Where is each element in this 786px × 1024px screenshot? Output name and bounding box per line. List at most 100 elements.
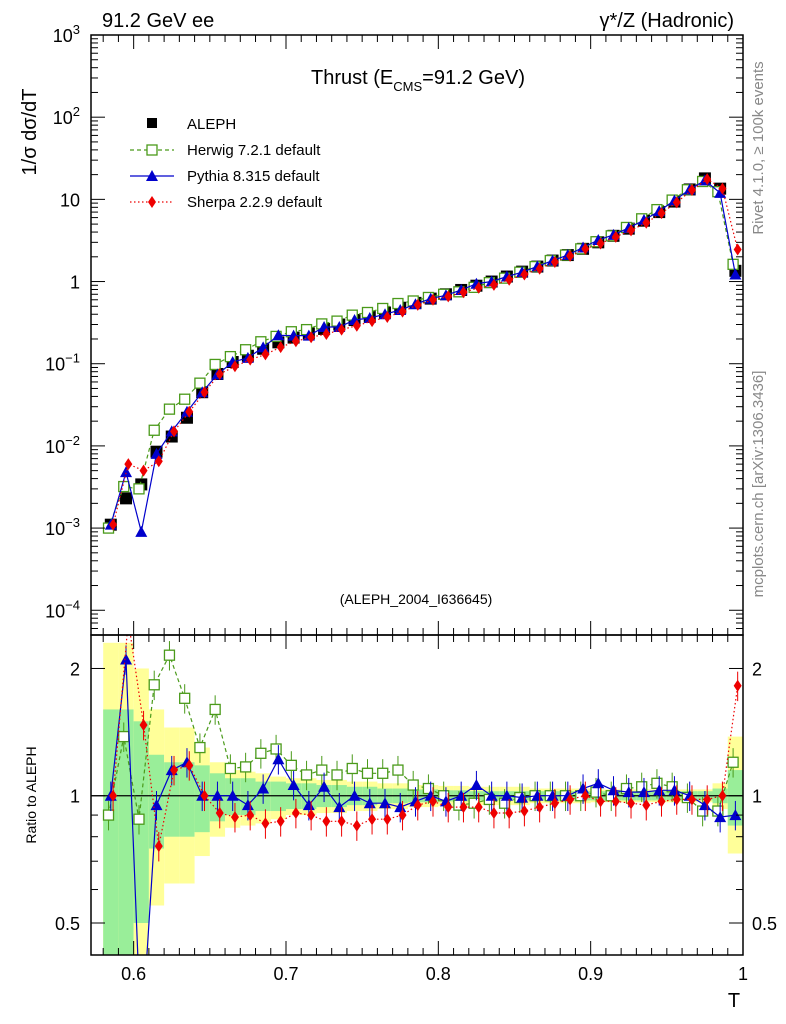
main-point-sherpa [307,331,316,344]
main-point-pythia [272,329,285,341]
ratio-point-pythia [607,784,620,796]
ratio-point-pythia [516,791,529,803]
ratio-point-pythia [287,779,300,791]
main-point-herwig [148,424,160,436]
ratio-point-pythia [226,789,239,801]
main-point-herwig [239,344,252,356]
main-point-sherpa [581,242,590,255]
ratio-point-sherpa [520,805,529,818]
main-point-sherpa [215,367,224,380]
legend-label-aleph: ALEPH [187,116,236,133]
ratio-point-pythia [455,789,468,801]
ratio-point-sherpa [489,807,498,820]
ratio-point-sherpa [703,793,712,806]
ratio-point-sherpa [535,801,544,814]
ratio-point-pythia [257,782,270,794]
series-layer [102,172,742,955]
ratio-point-herwig [361,767,374,779]
ratio-point-sherpa [596,795,605,808]
ratio-point-pythia [241,799,254,811]
ratio-point-sherpa [230,811,239,824]
main-point-sherpa [261,348,270,361]
main-line-herwig [107,180,734,529]
ratio-y-axis-label: Ratio to ALEPH [23,746,39,843]
ratio-point-sherpa [337,815,346,828]
main-line-pythia [110,179,736,532]
ratio-point-sherpa [352,819,361,832]
ratio-panel-frame [90,634,744,956]
ratio-point-herwig [102,809,115,821]
x-tick-label: 0.6 [121,964,146,984]
main-line-sherpa [112,178,739,525]
ratio-y-tick-label-right: 2 [752,659,762,679]
main-point-herwig [194,377,206,389]
legend-marker-pythia [146,170,158,181]
main-point-sherpa [139,464,148,477]
main-point-sherpa [596,237,605,250]
main-point-sherpa [124,458,133,471]
main-point-pythia [135,525,148,537]
ratio-point-herwig [727,756,739,768]
ratio-point-pythia [333,801,346,813]
watermark-analysis-id: (ALEPH_2004_I636645) [340,591,493,607]
ratio-point-sherpa [444,801,453,814]
y-tick-label: 103 [53,22,80,46]
ratio-uncertainty-bands [103,642,743,955]
ratio-point-sherpa [139,718,148,731]
ratio-point-sherpa [581,789,590,802]
ratio-point-pythia [500,789,513,801]
ratio-point-sherpa [687,793,696,806]
ratio-point-herwig [285,759,297,771]
ratio-point-pythia [302,799,315,811]
main-y-axis-label: 1/σ dσ/dT [19,89,41,176]
ratio-point-pythia [120,653,133,665]
header-left: 91.2 GeV ee [102,10,214,32]
ratio-y-tick-label: 2 [70,659,80,679]
main-point-herwig [179,393,191,405]
main-point-sherpa [459,286,468,299]
band-inner-bin [164,762,180,837]
main-point-sherpa [474,281,483,294]
ratio-point-herwig [179,692,191,704]
x-tick-label: 0.8 [426,964,451,984]
ratio-point-herwig [118,730,130,743]
main-point-sherpa [246,353,255,366]
legend: ALEPH Herwig 7.2.1 default Pythia 8.315 … [130,116,323,211]
legend-label-herwig: Herwig 7.2.1 default [187,142,321,159]
ratio-point-sherpa [657,795,666,808]
ratio-point-sherpa [459,801,468,814]
band-inner-bin [103,709,119,955]
ratio-point-sherpa [322,815,331,828]
ratio-point-herwig [392,764,404,776]
main-point-sherpa [703,173,712,186]
main-point-herwig [133,483,145,495]
ratio-point-herwig [209,703,221,716]
x-tick-label: 0.9 [578,964,603,984]
main-point-sherpa [322,327,331,340]
ratio-point-herwig [239,761,252,773]
ratio-point-sherpa [718,789,727,802]
main-point-sherpa [398,305,407,318]
main-point-sherpa [337,323,346,336]
ratio-point-sherpa [215,807,224,820]
ratio-point-herwig [255,747,267,759]
ratio-point-sherpa [611,795,620,808]
ratio-point-sherpa [200,789,209,802]
y-tick-label: 10−4 [45,597,80,621]
main-point-sherpa [489,278,498,291]
ratio-point-sherpa [246,809,255,822]
ratio-point-pythia [714,811,727,823]
ratio-point-pythia [637,786,650,798]
ratio-point-sherpa [124,614,132,626]
ratio-y-tick-label-right: 0.5 [752,914,777,934]
ratio-point-sherpa [170,764,179,777]
main-point-sherpa [444,290,453,303]
ratio-point-herwig [163,649,176,661]
ratio-y-tick-label-right: 1 [752,787,762,807]
ratio-point-herwig [270,743,282,755]
ratio-point-pythia [363,797,376,809]
ratio-point-pythia [485,789,498,801]
main-point-sherpa [566,249,575,262]
